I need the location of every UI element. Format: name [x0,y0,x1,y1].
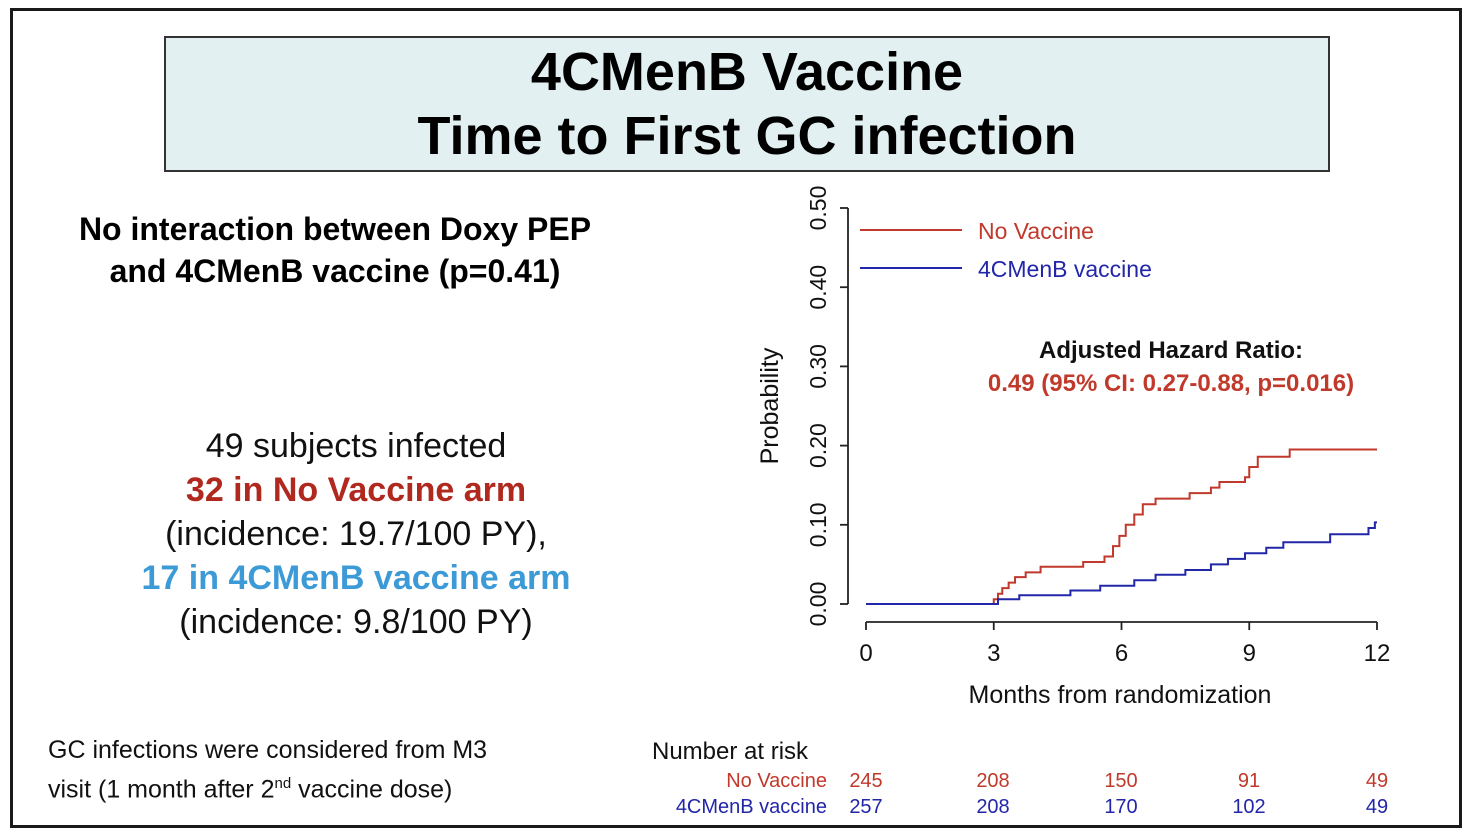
risk-cell: 49 [1366,770,1388,792]
risk-cell: 150 [1104,770,1137,792]
legend-label: 4CMenB vaccine [978,256,1152,282]
risk-cell: 208 [976,796,1009,818]
risk-cell: 91 [1238,770,1260,792]
risk-cell: 245 [849,770,882,792]
title-line-1: 4CMenB Vaccine [530,42,964,102]
x-tick-label: 9 [1243,640,1256,667]
x-axis-label: Months from randomization [969,681,1272,709]
title-line-2: Time to First GC infection [417,106,1077,166]
no-vaccine-count: 32 in No Vaccine arm [185,471,527,509]
no-vaccine-incidence: (incidence: 19.7/100 PY), [165,515,547,553]
interaction-note: No interaction between Doxy PEP and 4CMe… [40,208,630,292]
vaccine-incidence: (incidence: 9.8/100 PY) [179,603,533,641]
risk-cell: 102 [1232,796,1265,818]
chart-axes: 0.00 0.10 0.20 0.30 0.40 0.50 0 3 6 9 12 [805,186,1390,667]
interaction-line-2: and 4CMenB vaccine (p=0.41) [109,253,561,289]
vaccine-curve [866,521,1377,605]
risk-cell: 257 [849,796,882,818]
y-tick-label: 0.30 [805,344,831,389]
interaction-line-1: No interaction between Doxy PEP [78,211,592,247]
x-tick-label: 12 [1364,640,1391,667]
slide-frame [10,8,1462,828]
risk-cell: 208 [976,770,1009,792]
footnote-line-1: GC infections were considered from M3 [48,736,488,764]
y-tick-label: 0.40 [805,265,831,310]
risk-row-label: 4CMenB vaccine [676,796,827,818]
y-tick-label: 0.20 [805,423,831,468]
y-tick-label: 0.50 [805,186,831,231]
infection-summary: 49 subjects infected 32 in No Vaccine ar… [56,424,656,644]
chart-series [866,448,1377,605]
hazard-ratio-value: 0.49 (95% CI: 0.27-0.88, p=0.016) [988,370,1354,397]
chart-legend: No Vaccine 4CMenB vaccine [860,218,1152,282]
y-axis-label: Probability [756,347,784,464]
vaccine-count: 17 in 4CMenB vaccine arm [141,559,571,597]
no-vaccine-curve [866,448,1377,605]
x-tick-label: 6 [1115,640,1128,667]
risk-cell: 170 [1104,796,1137,818]
risk-table-title: Number at risk [652,738,809,765]
footnote-line-2: visit (1 month after 2nd vaccine dose) [48,767,608,806]
footnote: GC infections were considered from M3 vi… [48,734,608,806]
y-tick-label: 0.00 [805,582,831,627]
x-tick-label: 3 [987,640,1000,667]
total-infected: 49 subjects infected [205,427,507,465]
footnote-line-2-suffix: vaccine dose) [291,775,453,804]
risk-row-label: No Vaccine [726,770,827,792]
risk-cell: 49 [1366,796,1388,818]
footnote-line-2-prefix: visit (1 month after 2 [48,775,275,804]
risk-table: Number at risk No Vaccine 245 208 150 91 49 4CM… [652,738,1388,818]
slide-title: 4CMenB Vaccine Time to First GC infectio… [164,36,1330,172]
y-tick-label: 0.10 [805,502,831,547]
footnote-superscript: nd [274,775,292,792]
hazard-ratio-title: Adjusted Hazard Ratio: [1039,337,1303,364]
x-tick-label: 0 [859,640,872,667]
legend-label: No Vaccine [978,218,1094,244]
